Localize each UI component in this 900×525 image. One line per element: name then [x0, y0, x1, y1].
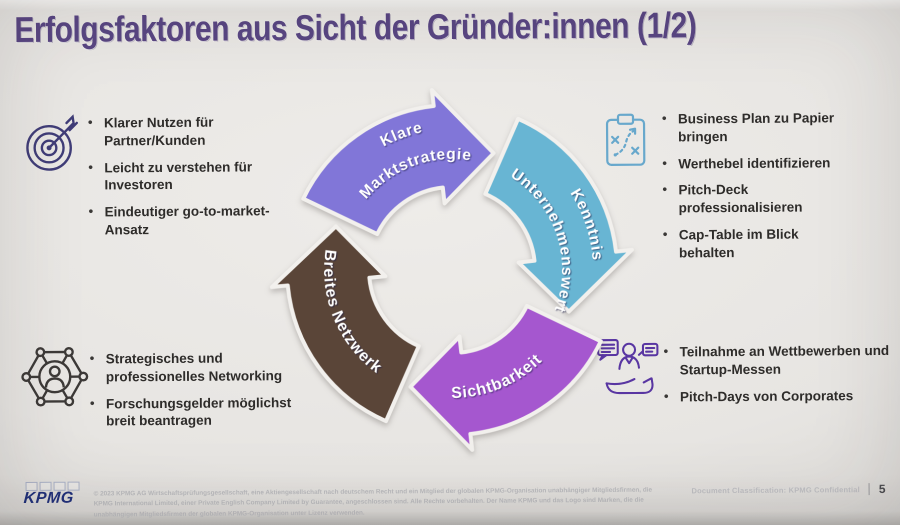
bullet-icon: • [663, 388, 669, 404]
bullet-icon: • [87, 114, 93, 130]
bullet-icon: • [88, 159, 93, 175]
bullet-icon: • [89, 395, 95, 411]
page-number: 5 [878, 481, 886, 497]
cycle-diagram: KlareMarktstrategieKenntnisUnternehmensw… [269, 88, 634, 452]
list-item: • Pitch-Deck professionalisieren [662, 181, 803, 216]
bullet-icon: • [661, 110, 667, 126]
network-icon [21, 346, 89, 407]
list-item: • Teilnahme an Wettbewerben und Startup-M… [663, 342, 890, 378]
list-item: • Pitch-Days von Corporates [663, 387, 854, 405]
list-item: • Cap-Table im Blick behalten [662, 226, 799, 261]
kpmg-logo: KPMG [23, 481, 80, 508]
target-icon [26, 114, 78, 171]
cycle-arrow [269, 224, 421, 424]
bullet-icon: • [88, 203, 94, 219]
bullet-icon: • [662, 226, 668, 242]
bullet-icon: • [662, 155, 667, 171]
bullet-icon: • [663, 343, 669, 359]
bullet-icon: • [89, 350, 95, 366]
footer-right: Document Classification: KPMG Confidenti… [691, 482, 885, 497]
cycle-arrow [301, 88, 496, 237]
people-pitch-icon [597, 339, 659, 395]
list-item: • Business Plan zu Papier bringen [661, 110, 835, 145]
page-divider [868, 483, 870, 496]
kpmg-logo-text: KPMG [23, 489, 75, 507]
classification-label: Document Classification: KPMG Confidenti… [691, 484, 860, 495]
bullet-icon: • [662, 181, 668, 197]
section-visibility: • Teilnahme an Wettbewerben und Startup-M… [661, 342, 896, 415]
section-company-value: • Business Plan zu Papier bringen • Werthe… [659, 109, 858, 271]
cycle-arrow [408, 303, 603, 452]
footer-legal-text: © 2023 KPMG AG Wirtschaftsprüfungsgesell… [93, 486, 653, 518]
cycle-arrow [483, 116, 634, 314]
page-title: Erfolgsfaktoren aus Sicht der Gründer:in… [14, 4, 697, 51]
list-item: • Werthebel identifizieren [662, 154, 831, 172]
strategy-clipboard-icon [605, 113, 646, 166]
